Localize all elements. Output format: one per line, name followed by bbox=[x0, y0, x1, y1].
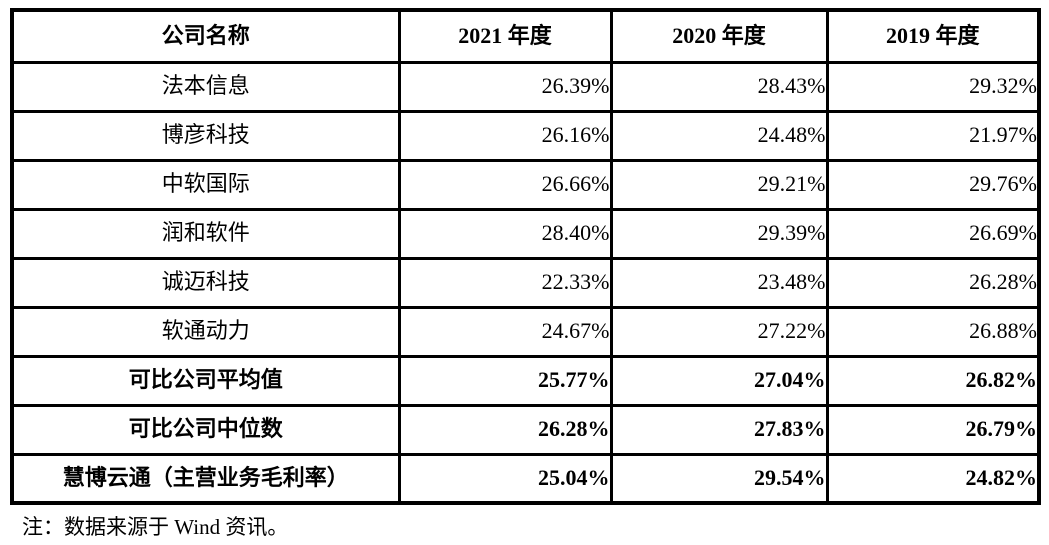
table-row: 慧博云通（主营业务毛利率） 25.04% 29.54% 24.82% bbox=[10, 452, 1041, 505]
company-name-cell: 润和软件 bbox=[10, 207, 401, 260]
percentage-cell: 28.40% bbox=[397, 207, 613, 260]
company-name-cell: 慧博云通（主营业务毛利率） bbox=[10, 452, 401, 505]
percentage-cell: 24.67% bbox=[397, 305, 613, 358]
percentage-cell: 23.48% bbox=[609, 256, 829, 309]
percentage-cell: 26.28% bbox=[825, 256, 1041, 309]
percentage-cell: 29.21% bbox=[609, 158, 829, 211]
percentage-cell: 26.69% bbox=[825, 207, 1041, 260]
table-row: 软通动力 24.67% 27.22% 26.88% bbox=[10, 305, 1041, 358]
header-year-2019: 2019 年度 bbox=[825, 8, 1041, 64]
percentage-cell: 27.22% bbox=[609, 305, 829, 358]
table-row: 润和软件 28.40% 29.39% 26.69% bbox=[10, 207, 1041, 260]
percentage-cell: 24.48% bbox=[609, 109, 829, 162]
percentage-cell: 29.32% bbox=[825, 60, 1041, 113]
company-name-cell: 中软国际 bbox=[10, 158, 401, 211]
percentage-cell: 26.66% bbox=[397, 158, 613, 211]
percentage-cell: 26.16% bbox=[397, 109, 613, 162]
percentage-cell: 26.79% bbox=[825, 403, 1041, 456]
table-row: 可比公司平均值 25.77% 27.04% 26.82% bbox=[10, 354, 1041, 407]
company-name-cell: 软通动力 bbox=[10, 305, 401, 358]
company-name-cell: 可比公司中位数 bbox=[10, 403, 401, 456]
percentage-cell: 21.97% bbox=[825, 109, 1041, 162]
table-row: 可比公司中位数 26.28% 27.83% 26.79% bbox=[10, 403, 1041, 456]
header-row: 公司名称 2021 年度 2020 年度 2019 年度 bbox=[10, 8, 1041, 64]
company-name-cell: 博彦科技 bbox=[10, 109, 401, 162]
percentage-cell: 29.39% bbox=[609, 207, 829, 260]
percentage-cell: 22.33% bbox=[397, 256, 613, 309]
company-name-cell: 法本信息 bbox=[10, 60, 401, 113]
percentage-cell: 26.28% bbox=[397, 403, 613, 456]
percentage-cell: 29.54% bbox=[609, 452, 829, 505]
percentage-cell: 27.04% bbox=[609, 354, 829, 407]
header-year-2021: 2021 年度 bbox=[397, 8, 613, 64]
percentage-cell: 25.04% bbox=[397, 452, 613, 505]
gross-margin-comparison-table: 公司名称 2021 年度 2020 年度 2019 年度 法本信息 26.39% 2… bbox=[10, 8, 1041, 505]
footnote-text: 注：数据来源于 Wind 资讯。 bbox=[22, 515, 289, 539]
table-row: 博彦科技 26.16% 24.48% 21.97% bbox=[10, 109, 1041, 162]
percentage-cell: 28.43% bbox=[609, 60, 829, 113]
table-header: 公司名称 2021 年度 2020 年度 2019 年度 bbox=[10, 8, 1041, 64]
company-name-cell: 可比公司平均值 bbox=[10, 354, 401, 407]
percentage-cell: 25.77% bbox=[397, 354, 613, 407]
percentage-cell: 27.83% bbox=[609, 403, 829, 456]
header-company-name: 公司名称 bbox=[10, 8, 401, 64]
header-year-2020: 2020 年度 bbox=[609, 8, 829, 64]
percentage-cell: 26.82% bbox=[825, 354, 1041, 407]
table-row: 中软国际 26.66% 29.21% 29.76% bbox=[10, 158, 1041, 211]
percentage-cell: 24.82% bbox=[825, 452, 1041, 505]
table-row: 法本信息 26.39% 28.43% 29.32% bbox=[10, 60, 1041, 113]
percentage-cell: 29.76% bbox=[825, 158, 1041, 211]
table-body: 法本信息 26.39% 28.43% 29.32% 博彦科技 26.16% 24.48% 21… bbox=[10, 60, 1041, 505]
company-name-cell: 诚迈科技 bbox=[10, 256, 401, 309]
percentage-cell: 26.39% bbox=[397, 60, 613, 113]
percentage-cell: 26.88% bbox=[825, 305, 1041, 358]
table-row: 诚迈科技 22.33% 23.48% 26.28% bbox=[10, 256, 1041, 309]
